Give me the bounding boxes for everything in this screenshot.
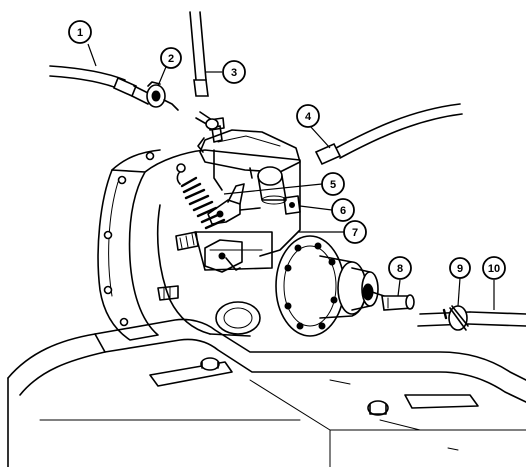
callout-8: 8 <box>388 256 412 280</box>
callout-label-8: 8 <box>397 263 403 275</box>
sleeve-8 <box>381 294 415 311</box>
callout-label-3: 3 <box>231 67 237 79</box>
callout-1: 1 <box>68 20 92 44</box>
callout-5: 5 <box>321 172 345 196</box>
callout-label-9: 9 <box>457 263 463 275</box>
pump-flange <box>97 149 161 341</box>
fuel-lines <box>49 11 526 327</box>
leader-lines <box>87 43 495 310</box>
pump-body <box>144 149 301 337</box>
governor-cover <box>197 117 301 215</box>
fuel-inlet-fitting <box>195 111 219 130</box>
callout-label-1: 1 <box>77 27 83 39</box>
callout-label-4: 4 <box>305 111 312 123</box>
callout-10: 10 <box>482 256 506 280</box>
callout-2: 2 <box>160 47 182 69</box>
hose-clamp-2 <box>146 81 179 111</box>
drive-hub <box>275 235 385 337</box>
callout-label-2: 2 <box>168 53 174 65</box>
callout-9: 9 <box>449 257 471 279</box>
callout-label-10: 10 <box>488 263 500 275</box>
callout-6: 6 <box>331 198 355 222</box>
callout-label-6: 6 <box>340 205 346 217</box>
callout-4: 4 <box>296 104 320 128</box>
hose-clamp-9 <box>442 305 469 331</box>
throttle-lever <box>207 149 261 225</box>
callout-3: 3 <box>222 60 246 84</box>
throttle-spring <box>176 163 226 230</box>
callout-label-7: 7 <box>352 227 358 239</box>
callout-7: 7 <box>343 220 367 244</box>
engine-block <box>7 318 526 467</box>
callout-label-5: 5 <box>330 179 336 191</box>
